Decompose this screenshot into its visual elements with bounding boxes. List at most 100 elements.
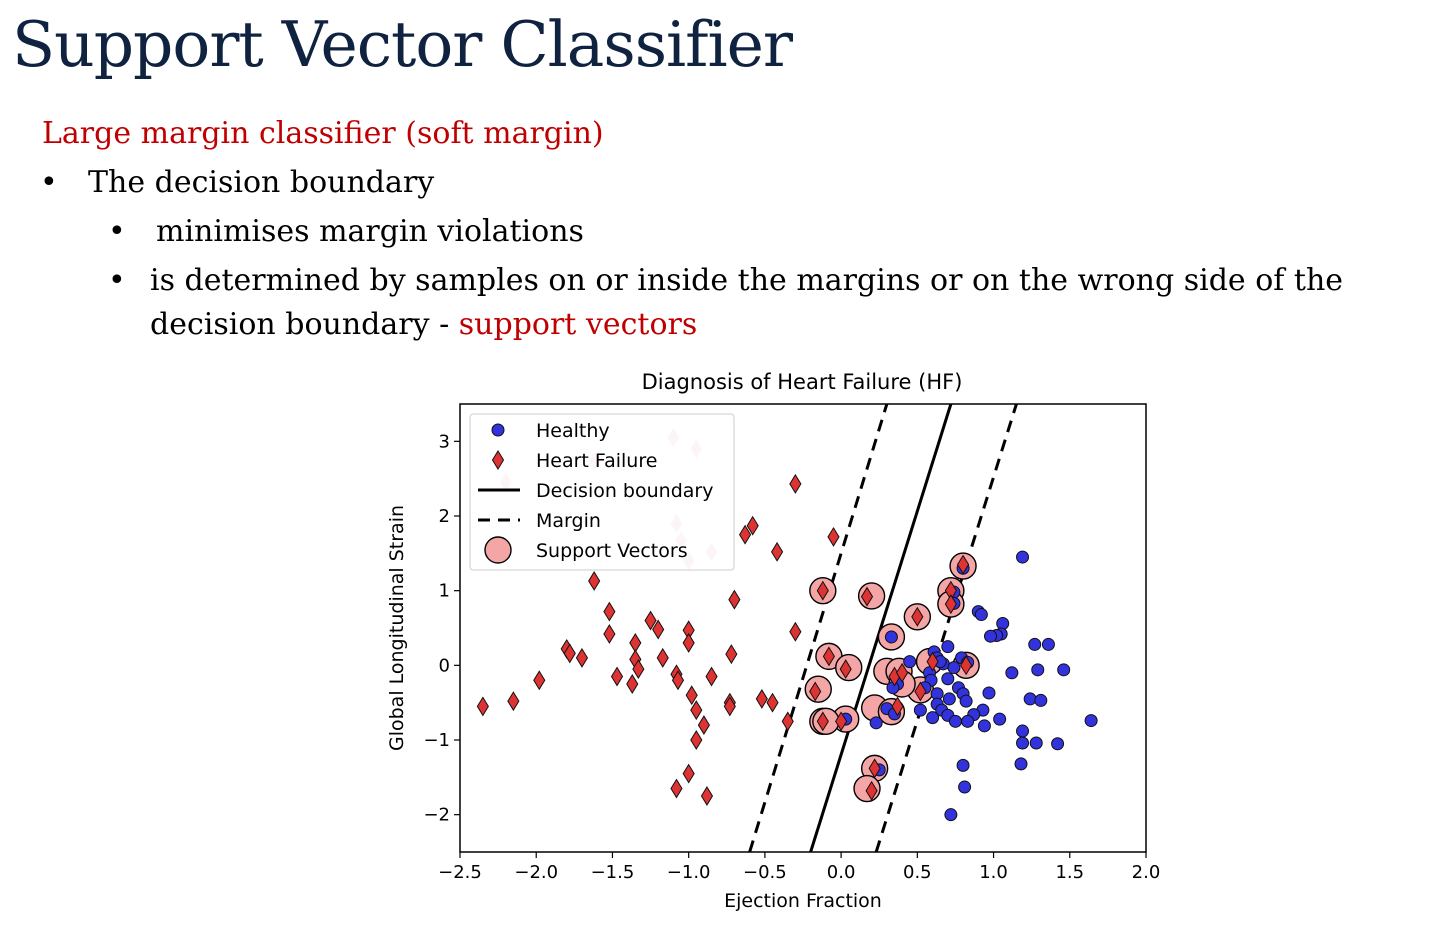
healthy-point (1051, 737, 1065, 751)
heart-failure-point (789, 473, 802, 494)
healthy-point (1057, 663, 1071, 677)
y-tick-label: 0 (439, 655, 450, 676)
slide-title: Support Vector Classifier (12, 8, 793, 81)
healthy-point (1023, 692, 1037, 706)
heart-failure-point (656, 647, 669, 668)
heart-failure-point (766, 692, 779, 713)
chart-title: Diagnosis of Heart Failure (HF) (642, 370, 963, 394)
legend-label: Healthy (536, 420, 610, 442)
heart-failure-point (507, 691, 520, 712)
healthy-point (1028, 637, 1042, 651)
heart-failure-point (770, 541, 784, 562)
heart-failure-point (896, 662, 909, 683)
heart-failure-point (697, 715, 710, 736)
bullet-marker: • (108, 263, 126, 298)
x-tick-label: −0.5 (743, 862, 787, 883)
heart-failure-point (603, 601, 616, 622)
heart-failure-point (563, 643, 576, 664)
legend-healthy-marker (491, 423, 505, 437)
heart-failure-point (644, 610, 657, 631)
legend-box (469, 413, 735, 571)
heart-failure-point (926, 651, 939, 672)
bullet-marker: • (108, 214, 126, 249)
healthy-point (913, 703, 927, 717)
legend-sv-marker (484, 536, 512, 564)
heart-failure-point (685, 685, 698, 706)
heart-failure-point (911, 606, 924, 627)
legend-hf-marker (491, 450, 505, 470)
scatter-chart: Diagnosis of Heart Failure (HF) −2.5 −2.0… (386, 370, 1160, 912)
heart-failure-point (960, 655, 973, 676)
healthy-point (926, 711, 940, 725)
x-tick-label: 1.5 (1055, 862, 1084, 883)
legend-label: Margin (536, 510, 601, 532)
heart-failure-point (723, 696, 736, 717)
margin-line-upper (874, 404, 1018, 852)
healthy-point (944, 808, 958, 822)
heart-failure-point (728, 589, 741, 610)
heart-failure-point (789, 621, 802, 642)
healthy-point (977, 719, 991, 733)
x-axis: −2.5 −2.0 −1.5 −1.0 −0.5 0.0 0.5 1.0 1.5 2.0 (438, 852, 1160, 883)
healthy-point (974, 608, 988, 622)
healthy-point (884, 630, 898, 644)
healthy-point (993, 712, 1007, 726)
y-tick-label: 3 (439, 431, 450, 452)
healthy-point (1084, 714, 1098, 728)
heart-failure-point (860, 586, 874, 607)
plot-frame (459, 403, 1147, 853)
y-tick-label: 2 (439, 506, 450, 527)
heart-failure-point (670, 778, 683, 799)
x-tick-label: −2.0 (514, 862, 558, 883)
decision-boundary-line (809, 404, 953, 852)
healthy-point (1016, 724, 1030, 738)
slide-subtitle: Large margin classifier (soft margin) (42, 116, 604, 151)
healthy-point (869, 716, 883, 730)
margin-line-lower (748, 404, 889, 852)
heart-failure-point (827, 526, 840, 547)
healthy-point (956, 758, 970, 772)
y-tick-label: −2 (423, 805, 450, 826)
heart-failure-point (891, 696, 904, 717)
heart-failure-point (835, 711, 848, 732)
x-tick-label: 1.0 (979, 862, 1008, 883)
healthy-point (984, 629, 998, 643)
x-tick-label: 0.0 (827, 862, 856, 883)
bullet-text: decision boundary - (150, 307, 450, 342)
healthy-point (961, 714, 975, 728)
heart-failure-point (944, 594, 957, 615)
healthy-point (1005, 666, 1019, 680)
sub-bullet-margin-violations: • minimises margin violations (108, 214, 584, 249)
healthy-point (1034, 693, 1048, 707)
sub-bullet-determined-by: • is determined by samples on or inside t… (108, 263, 1343, 298)
support-vectors-highlight: support vectors (458, 307, 698, 342)
healthy-point (982, 686, 996, 700)
heart-failure-point (865, 780, 878, 801)
heart-failure-point (868, 758, 881, 779)
healthy-point (958, 780, 972, 794)
heart-failure-point (632, 659, 645, 680)
heart-failure-point (725, 644, 738, 665)
heart-failure-point (690, 730, 703, 750)
heart-failure-point (705, 666, 718, 687)
x-axis-label: Ejection Fraction (724, 890, 882, 912)
x-tick-label: −1.0 (667, 862, 711, 883)
heart-failure-point (914, 681, 927, 702)
heart-failure-point (755, 688, 768, 709)
healthy-point (903, 655, 917, 669)
heart-failure-point (575, 647, 589, 668)
heart-failure-point (738, 524, 752, 545)
heart-failure-point (603, 624, 616, 644)
heart-failure-point (839, 659, 852, 680)
healthy-point (947, 661, 961, 675)
legend-label: Heart Failure (536, 450, 657, 472)
y-axis-label: Global Longitudinal Strain (386, 505, 408, 751)
x-tick-label: 2.0 (1132, 862, 1161, 883)
healthy-point (1016, 736, 1030, 750)
y-tick-label: 1 (439, 581, 450, 602)
heart-failure-point (476, 696, 489, 717)
sub-bullet-continuation: decision boundary - support vectors (150, 307, 697, 342)
heart-failure-point (682, 763, 695, 784)
heart-failure-point (746, 515, 759, 536)
heart-failure-point (588, 571, 601, 591)
